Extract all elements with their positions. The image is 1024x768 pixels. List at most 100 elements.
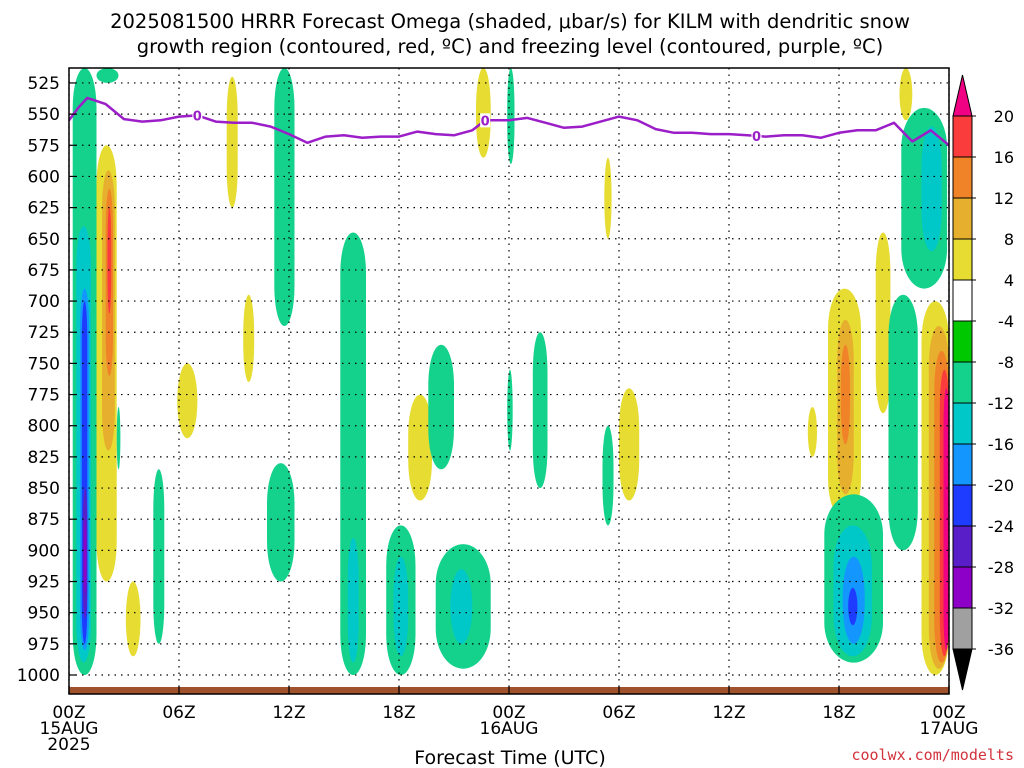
omega-region — [840, 344, 850, 445]
omega-region — [107, 207, 112, 314]
omega-region — [340, 232, 366, 675]
omega-region — [393, 556, 409, 657]
x-tick-label: 12Z — [272, 703, 305, 723]
colorbar-tick-label: -36 — [988, 640, 1014, 659]
y-tick-label: 700 — [28, 292, 60, 312]
colorbar-tick-label: -20 — [988, 476, 1014, 495]
pressure-axis: 525 550 575 600 625 650 675 700 725 750 775 800 825 8… — [17, 74, 76, 686]
y-tick-label: 725 — [28, 323, 60, 343]
y-tick-label: 975 — [28, 635, 60, 655]
colorbar-bin — [952, 607, 973, 650]
omega-region — [243, 294, 255, 382]
x-axis-label: Forecast Time (UTC) — [414, 747, 605, 768]
x-tick-label: 12Z — [712, 703, 745, 723]
y-tick-label: 825 — [28, 448, 60, 468]
omega-region — [807, 407, 817, 457]
colorbar-bin — [952, 566, 973, 609]
omega-region — [267, 463, 295, 582]
omega-region — [116, 407, 121, 470]
x-tick-label: 2025 — [47, 735, 90, 755]
omega-region — [408, 394, 432, 501]
omega-region — [899, 68, 913, 121]
colorbar-tick-label: 4 — [1004, 271, 1014, 290]
y-tick-label: 525 — [28, 74, 60, 94]
y-tick-label: 775 — [28, 386, 60, 406]
colorbar-bin — [952, 156, 973, 199]
omega-shading — [72, 68, 949, 675]
colorbar-tick-label: -4 — [998, 312, 1014, 331]
freezing-level-contour: 0 0 0 — [69, 96, 949, 147]
freezing-level-label-bg — [751, 128, 762, 143]
y-tick-label: 625 — [28, 199, 60, 219]
omega-region — [507, 68, 515, 164]
y-tick-label: 1000 — [17, 666, 60, 686]
omega-region — [177, 363, 198, 439]
colorbar-bin — [952, 320, 973, 363]
x-tick-label: 00Z — [52, 703, 85, 723]
chart-title-line-2: growth region (contoured, red, ºC) and f… — [137, 35, 884, 58]
plot-area: 0 0 0 — [68, 67, 950, 695]
colorbar-tick-label: -28 — [988, 558, 1014, 577]
omega-region — [153, 469, 165, 644]
y-tick-label: 550 — [28, 105, 60, 125]
omega-region — [507, 369, 513, 451]
y-tick-label: 750 — [28, 354, 60, 374]
colorbar-bin — [952, 525, 973, 568]
x-tick-label: 06Z — [602, 703, 635, 723]
y-tick-label: 850 — [28, 479, 60, 499]
colorbar-tick-label: -32 — [988, 599, 1014, 618]
colorbar-tick-label: -8 — [998, 353, 1014, 372]
colorbar-bin — [952, 402, 973, 445]
grid-lines — [68, 68, 950, 694]
freezing-level-label: 0 — [193, 109, 202, 124]
freezing-level-label: 0 — [752, 130, 761, 145]
y-tick-label: 600 — [28, 167, 60, 187]
y-tick-label: 950 — [28, 604, 60, 624]
colorbar-bin — [952, 648, 973, 691]
colorbar-bin — [952, 279, 973, 322]
omega-region — [428, 344, 454, 470]
omega-region — [125, 581, 141, 657]
omega-region — [602, 425, 614, 526]
y-tick-label: 650 — [28, 230, 60, 250]
omega-region — [347, 537, 359, 663]
x-tick-label: 15AUG — [40, 719, 99, 739]
omega-region — [450, 569, 473, 644]
x-tick-label: 17AUG — [920, 719, 979, 739]
colorbar-tick-label: 20 — [994, 107, 1014, 126]
omega-region — [888, 294, 918, 551]
colorbar-bin — [952, 443, 973, 486]
y-tick-label: 900 — [28, 541, 60, 561]
y-tick-label: 800 — [28, 417, 60, 437]
omega-region — [921, 126, 942, 252]
freezing-level-label-bg — [480, 113, 491, 128]
colorbar-tick-label: 16 — [994, 148, 1014, 167]
colorbar-tick-label: 12 — [994, 189, 1014, 208]
freezing-level-label-bg — [192, 108, 203, 123]
omega-region — [96, 68, 119, 83]
colorbar-bin — [952, 74, 973, 117]
colorbar-tick-label: 8 — [1004, 230, 1014, 249]
credit-text: coolwx.com/modelts — [851, 746, 1014, 764]
omega-region — [604, 157, 612, 239]
omega-region — [848, 587, 858, 626]
omega-region — [226, 76, 238, 208]
y-tick-label: 875 — [28, 510, 60, 530]
freezing-level-label: 0 — [481, 114, 490, 129]
colorbar-bin — [952, 484, 973, 527]
colorbar-bin — [952, 238, 973, 281]
x-tick-label: 00Z — [932, 703, 965, 723]
omega-colorbar: -36 -32 -28 -24 -20 -16 -12 -8 -4 4 8 12 16 20 — [952, 74, 1014, 691]
omega-region — [274, 68, 295, 326]
colorbar-tick-label: -24 — [988, 517, 1014, 536]
x-tick-label: 18Z — [382, 703, 415, 723]
omega-region — [476, 68, 491, 158]
x-tick-label: 18Z — [822, 703, 855, 723]
y-tick-label: 675 — [28, 261, 60, 281]
omega-region — [943, 388, 949, 650]
x-tick-label: 16AUG — [480, 719, 539, 739]
colorbar-tick-label: -12 — [988, 394, 1014, 413]
x-tick-label: 06Z — [162, 703, 195, 723]
